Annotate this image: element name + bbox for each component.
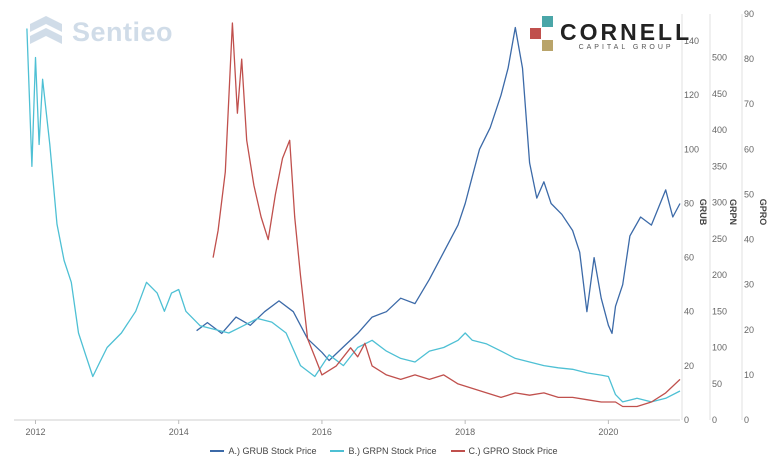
chart-ticks: 2012 2014 2016 2018 202002040608010012014005… [25, 9, 768, 437]
cornell-square-teal [542, 16, 553, 27]
y-tick-label-gpro: 30 [744, 280, 754, 290]
y-tick-label-grub: 120 [684, 90, 699, 100]
y-tick-label-gpro: 10 [744, 370, 754, 380]
y-tick-label-grpn: 250 [712, 234, 727, 244]
legend-item-2: B.) GRPN Stock Price [330, 446, 437, 456]
y-tick-label-grub: 40 [684, 307, 694, 317]
x-tick-label: 2012 [25, 427, 45, 437]
series-line-1 [196, 26, 681, 362]
y-tick-label-grpn: 200 [712, 270, 727, 280]
legend-swatch [210, 450, 225, 452]
y-tick-label-grub: 20 [684, 361, 694, 371]
y-tick-label-gpro: 80 [744, 54, 754, 64]
series-line-2 [26, 28, 681, 403]
y-tick-label-grpn: 50 [712, 379, 722, 389]
cornell-logo-mark [530, 16, 554, 54]
sentieo-logo: Sentieo [28, 14, 173, 50]
y-tick-label-grpn: 500 [712, 53, 727, 63]
legend-label: A.) GRUB Stock Price [228, 446, 317, 456]
y-tick-label-grpn: 400 [712, 125, 727, 135]
y-axis-title-gpro: GPRO [758, 199, 768, 226]
y-tick-label-grub: 100 [684, 144, 699, 154]
x-tick-label: 2014 [169, 427, 189, 437]
chart-series [26, 22, 681, 408]
y-tick-label-grub: 140 [684, 36, 699, 46]
y-tick-label-gpro: 70 [744, 99, 754, 109]
legend-item-3: C.) GPRO Stock Price [450, 446, 558, 456]
cornell-square-gold [542, 40, 553, 51]
sentieo-logo-text: Sentieo [72, 16, 174, 47]
cornell-logo: CORNELL CAPITAL GROUP [530, 16, 692, 54]
x-tick-label: 2016 [312, 427, 332, 437]
y-tick-label-gpro: 50 [744, 189, 754, 199]
y-tick-label-gpro: 0 [744, 415, 749, 425]
y-tick-label-grpn: 150 [712, 306, 727, 316]
legend-swatch [330, 450, 345, 452]
cornell-logo-name: CORNELL [560, 18, 693, 45]
legend-swatch [450, 450, 465, 452]
x-tick-label: 2020 [598, 427, 618, 437]
chart-axes [14, 14, 743, 424]
legend-item-1: A.) GRUB Stock Price [210, 446, 316, 456]
y-tick-label-grpn: 300 [712, 198, 727, 208]
y-tick-label-gpro: 40 [744, 235, 754, 245]
chart-legend: A.) GRUB Stock Price B.) GRPN Stock Price… [0, 446, 768, 456]
y-tick-label-grub: 60 [684, 253, 694, 263]
x-tick-label: 2018 [455, 427, 475, 437]
y-tick-label-grub: 0 [684, 415, 689, 425]
legend-label: B.) GRPN Stock Price [348, 446, 437, 456]
y-axis-title-grpn: GRPN [728, 199, 738, 225]
y-tick-label-gpro: 90 [744, 9, 754, 19]
y-tick-label-grpn: 350 [712, 161, 727, 171]
legend-label: C.) GPRO Stock Price [468, 446, 558, 456]
sentieo-logo-icon [30, 16, 62, 44]
y-tick-label-gpro: 60 [744, 144, 754, 154]
y-tick-label-grpn: 0 [712, 415, 717, 425]
series-line-3 [212, 22, 681, 408]
y-tick-label-grub: 80 [684, 198, 694, 208]
y-tick-label-gpro: 20 [744, 325, 754, 335]
y-tick-label-grpn: 100 [712, 343, 727, 353]
y-axis-title-grub: GRUB [698, 199, 708, 226]
cornell-logo-sub: CAPITAL GROUP [578, 43, 674, 51]
y-tick-label-grpn: 450 [712, 89, 727, 99]
cornell-square-red [530, 28, 541, 39]
